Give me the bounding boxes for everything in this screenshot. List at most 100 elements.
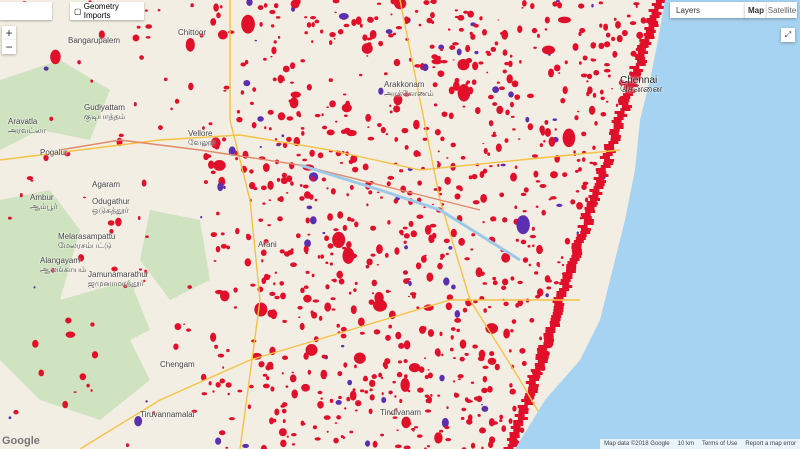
urban-patch bbox=[599, 156, 610, 159]
place-label: Bangarupalem bbox=[68, 36, 120, 45]
urban-patch bbox=[523, 187, 529, 193]
urban-patch bbox=[552, 312, 563, 315]
place-local-name: அரவட்லா bbox=[8, 126, 46, 135]
urban-patch bbox=[522, 0, 527, 7]
urban-patch bbox=[617, 114, 628, 117]
urban-patch bbox=[370, 253, 376, 257]
terms[interactable]: Terms of Use bbox=[701, 441, 738, 447]
urban-patch bbox=[383, 363, 388, 370]
urban-patch bbox=[514, 205, 518, 210]
urban-patch bbox=[333, 38, 336, 40]
urban-patch bbox=[341, 103, 352, 113]
urban-patch bbox=[578, 167, 582, 172]
urban-patch bbox=[548, 279, 552, 283]
urban-patch bbox=[344, 407, 347, 410]
urban-patch bbox=[368, 299, 375, 305]
urban-patch bbox=[334, 422, 338, 424]
urban-patch bbox=[452, 380, 456, 383]
urban-patch bbox=[249, 169, 254, 174]
urban-patch bbox=[592, 42, 596, 47]
urban-patch bbox=[433, 188, 438, 191]
urban-patch bbox=[270, 55, 273, 58]
urban-patch bbox=[604, 41, 611, 48]
layers-button[interactable]: Layers bbox=[670, 2, 746, 18]
urban-patch bbox=[373, 329, 381, 335]
urban-patch bbox=[13, 409, 19, 415]
urban-patch bbox=[510, 276, 515, 281]
urban-patch bbox=[514, 94, 521, 100]
urban-patch bbox=[637, 45, 648, 48]
urban-patch bbox=[394, 247, 400, 255]
urban-patch bbox=[343, 114, 348, 117]
urban-patch bbox=[342, 436, 345, 440]
urban-patch bbox=[592, 92, 597, 98]
urban-patch bbox=[589, 189, 600, 192]
urban-patch bbox=[303, 245, 309, 254]
urban-patch bbox=[298, 316, 301, 319]
urban-patch bbox=[471, 173, 478, 180]
urban-patch bbox=[560, 97, 566, 104]
urban-patch bbox=[376, 2, 382, 5]
urban-patch bbox=[261, 259, 264, 263]
urban-patch bbox=[576, 169, 579, 172]
urban-patch bbox=[648, 21, 659, 24]
urban-patch bbox=[589, 161, 594, 165]
fullscreen[interactable]: ⤢ bbox=[781, 28, 795, 42]
place-label: Gudiyattam குடியாத்தம் bbox=[84, 103, 125, 121]
urban-patch bbox=[380, 126, 386, 134]
urban-patch bbox=[550, 171, 558, 179]
geometry-imports[interactable]: ▢ Geometry Imports bbox=[70, 2, 144, 20]
urban-patch bbox=[446, 294, 454, 301]
urban-patch bbox=[510, 426, 521, 429]
zoom-out[interactable]: − bbox=[2, 40, 16, 54]
urban-patch bbox=[438, 44, 445, 50]
place-name: Melarasampattu bbox=[58, 232, 116, 241]
urban-patch bbox=[582, 181, 589, 186]
urban-patch bbox=[174, 98, 180, 104]
urban-patch bbox=[487, 305, 492, 309]
urban-patch bbox=[374, 291, 384, 304]
urban-patch bbox=[445, 252, 449, 256]
urban-patch bbox=[274, 295, 280, 300]
urban-patch bbox=[217, 353, 225, 358]
urban-patch bbox=[145, 36, 151, 39]
urban-patch bbox=[608, 132, 619, 135]
urban-patch bbox=[620, 96, 631, 99]
map-type-map[interactable]: Map bbox=[745, 2, 767, 18]
urban-patch bbox=[619, 99, 630, 102]
urban-patch bbox=[466, 418, 473, 425]
urban-patch bbox=[521, 7, 524, 9]
urban-patch bbox=[457, 378, 461, 381]
urban-patch bbox=[424, 357, 427, 359]
urban-patch bbox=[513, 429, 524, 432]
urban-patch bbox=[329, 31, 336, 38]
urban-patch bbox=[262, 242, 266, 246]
urban-patch bbox=[448, 112, 454, 120]
urban-patch bbox=[362, 34, 368, 41]
urban-patch bbox=[329, 100, 336, 108]
place-name: Agaram bbox=[92, 180, 121, 189]
urban-patch bbox=[498, 86, 505, 91]
urban-patch bbox=[545, 330, 556, 333]
footer: Map data ©2018 Google 10 km Terms of Use… bbox=[600, 439, 800, 449]
urban-patch bbox=[610, 135, 621, 138]
urban-patch bbox=[608, 141, 619, 144]
urban-patch bbox=[300, 59, 306, 63]
urban-patch bbox=[327, 213, 334, 221]
urban-patch bbox=[228, 146, 236, 156]
map-type-satellite[interactable]: Satellite bbox=[767, 2, 797, 18]
urban-patch bbox=[381, 392, 384, 396]
urban-patch bbox=[552, 118, 558, 121]
zoom-in[interactable]: + bbox=[2, 26, 16, 40]
urban-patch bbox=[528, 263, 531, 267]
urban-patch bbox=[62, 400, 69, 409]
urban-patch bbox=[612, 52, 617, 55]
urban-patch bbox=[267, 224, 272, 227]
urban-patch bbox=[507, 444, 518, 447]
urban-patch bbox=[599, 23, 603, 28]
report[interactable]: Report a map error bbox=[745, 441, 796, 447]
urban-patch bbox=[343, 23, 350, 28]
urban-patch bbox=[637, 51, 648, 54]
urban-patch bbox=[107, 220, 115, 226]
urban-patch bbox=[302, 158, 308, 162]
